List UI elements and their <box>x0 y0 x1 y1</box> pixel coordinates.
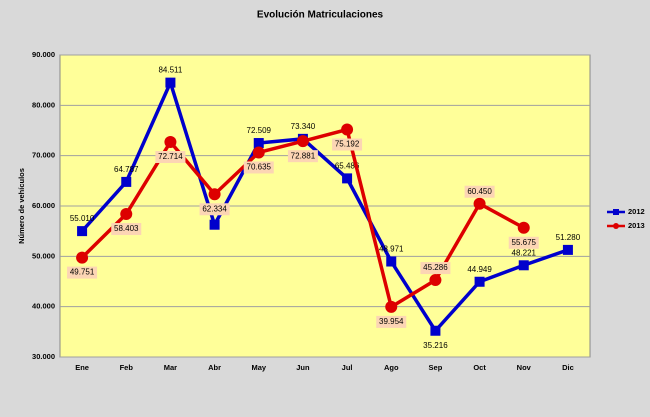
label-bg <box>464 185 495 198</box>
data-label: 64.787 <box>114 165 139 174</box>
data-label: 49.751 <box>70 268 95 277</box>
marker <box>517 221 530 234</box>
data-label: 51.280 <box>556 233 581 242</box>
marker <box>164 136 177 149</box>
data-label: 45.286 <box>423 263 448 272</box>
label-bg <box>332 138 363 151</box>
y-tick-label: 90.000 <box>32 50 55 59</box>
y-tick-label: 60.000 <box>32 201 55 210</box>
data-label: 55.675 <box>512 238 537 247</box>
data-label: 70.635 <box>247 163 272 172</box>
data-label: 35.216 <box>423 341 448 350</box>
data-label: 48.971 <box>379 245 404 254</box>
data-label: 65.486 <box>335 161 360 170</box>
data-label: 39.954 <box>379 317 404 326</box>
label-bg <box>111 223 142 236</box>
label-bg <box>199 203 230 216</box>
marker <box>429 274 442 287</box>
data-label: 48.221 <box>512 248 537 257</box>
marker <box>385 300 398 313</box>
marker <box>430 325 441 336</box>
marker <box>252 146 265 159</box>
data-label: 44.949 <box>467 265 492 274</box>
x-tick-label: Abr <box>208 363 221 372</box>
marker <box>341 123 354 136</box>
y-tick-label: 50.000 <box>32 251 55 260</box>
marker <box>342 173 353 184</box>
x-tick-label: Dic <box>562 363 574 372</box>
data-label: 58.403 <box>114 224 139 233</box>
data-label: 60.450 <box>467 187 492 196</box>
x-tick-label: Oct <box>473 363 486 372</box>
marker <box>473 197 486 210</box>
marker <box>120 208 133 221</box>
marker <box>474 276 485 287</box>
marker <box>208 188 221 201</box>
label-bg <box>376 315 407 328</box>
x-tick-label: Ene <box>75 363 89 372</box>
legend-label: 2013 <box>628 221 645 230</box>
x-tick-label: Ago <box>384 363 399 372</box>
chart-title: Evolución Matriculaciones <box>257 10 384 21</box>
marker <box>253 138 264 149</box>
data-label: 62.334 <box>202 204 227 213</box>
label-bg <box>508 236 539 249</box>
data-label: 75.192 <box>335 140 360 149</box>
x-tick-label: Mar <box>164 363 177 372</box>
label-bg <box>287 150 318 163</box>
marker <box>76 251 89 264</box>
label-bg <box>67 266 98 279</box>
marker <box>518 260 529 271</box>
y-tick-label: 70.000 <box>32 151 55 160</box>
series-line <box>80 77 569 334</box>
label-bg <box>420 262 451 275</box>
x-tick-label: May <box>251 363 266 372</box>
data-label: 72.509 <box>247 126 272 135</box>
legend-marker <box>613 223 619 229</box>
y-tick-label: 80.000 <box>32 100 55 109</box>
x-tick-label: Nov <box>517 363 532 372</box>
label-bg <box>155 151 186 164</box>
data-label: 84.511 <box>158 66 182 75</box>
data-label: 72.881 <box>291 151 316 160</box>
y-axis-label: Número de vehículos <box>17 168 26 244</box>
marker <box>121 176 132 187</box>
legend-marker <box>613 209 619 215</box>
x-tick-label: Jul <box>342 363 353 372</box>
x-tick-label: Feb <box>120 363 134 372</box>
data-label: 73.340 <box>291 122 316 131</box>
marker <box>209 219 220 230</box>
y-tick-label: 40.000 <box>32 302 55 311</box>
legend-label: 2012 <box>628 207 645 216</box>
marker <box>77 226 88 237</box>
label-bg <box>243 161 274 174</box>
data-label: 55.010 <box>70 214 95 223</box>
data-label: 72.714 <box>158 152 183 161</box>
marker <box>296 135 309 148</box>
marker <box>386 256 397 267</box>
marker <box>562 244 573 255</box>
marker <box>165 77 176 88</box>
y-tick-label: 30.000 <box>32 352 55 361</box>
x-tick-label: Jun <box>296 363 310 372</box>
x-tick-label: Sep <box>429 363 443 372</box>
